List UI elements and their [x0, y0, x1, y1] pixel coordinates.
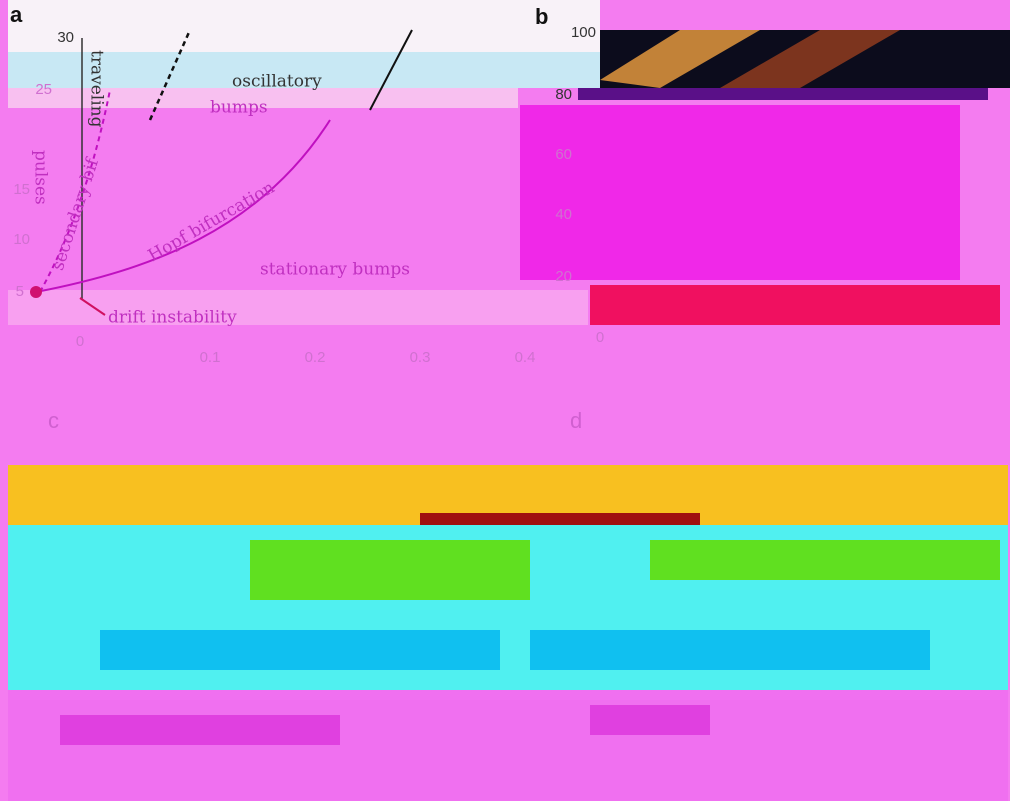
x-tick-label: 0	[76, 333, 84, 350]
annotation: stationary bumps	[260, 260, 410, 280]
y-tick-label: 60	[555, 146, 572, 163]
glitch-band	[100, 630, 500, 670]
panel-label: b	[535, 4, 548, 29]
panel-label: c	[48, 408, 59, 433]
y-tick-label: 25	[35, 81, 52, 98]
point	[30, 286, 42, 298]
x-tick-label: 0.4	[515, 349, 536, 366]
panel-label: d	[570, 408, 582, 433]
page: a b c d 30 25 15 10 5 0 0.1 0.2 0.3 0.4 …	[0, 0, 1010, 801]
glitch-band	[650, 540, 1000, 580]
y-tick-label: 80	[555, 86, 572, 103]
glitch-band	[60, 715, 340, 745]
panel-label: a	[10, 2, 23, 27]
y-tick-label: 40	[555, 206, 572, 223]
x-tick-label: 0.2	[305, 349, 326, 366]
y-tick-label: 10	[13, 231, 30, 248]
glitch-band	[530, 630, 930, 670]
annotation: bumps	[210, 98, 268, 118]
heatmap-mid	[520, 105, 960, 280]
annotation: traveling	[87, 50, 107, 128]
y-tick-label: 30	[57, 29, 74, 46]
y-tick-label: 5	[16, 283, 24, 300]
glitch-band	[8, 690, 1008, 801]
y-tick-label: 100	[571, 24, 596, 41]
x-tick-label: 0.3	[410, 349, 431, 366]
glitch-band	[590, 705, 710, 735]
panel-a-top	[8, 0, 600, 52]
annotation: pulses	[31, 150, 51, 205]
glitch-band	[420, 513, 700, 525]
heatmap-bottom	[590, 285, 1000, 325]
figure: a b c d 30 25 15 10 5 0 0.1 0.2 0.3 0.4 …	[0, 0, 1010, 801]
x-tick-label: 0.1	[200, 349, 221, 366]
heatmap-band	[578, 88, 988, 100]
glitch-band	[250, 540, 530, 600]
annotation: drift instability	[108, 308, 237, 328]
y-tick-label: 0	[596, 329, 604, 346]
annotation: oscillatory	[232, 72, 322, 92]
y-tick-label: 20	[555, 268, 572, 285]
y-tick-label: 15	[13, 181, 30, 198]
